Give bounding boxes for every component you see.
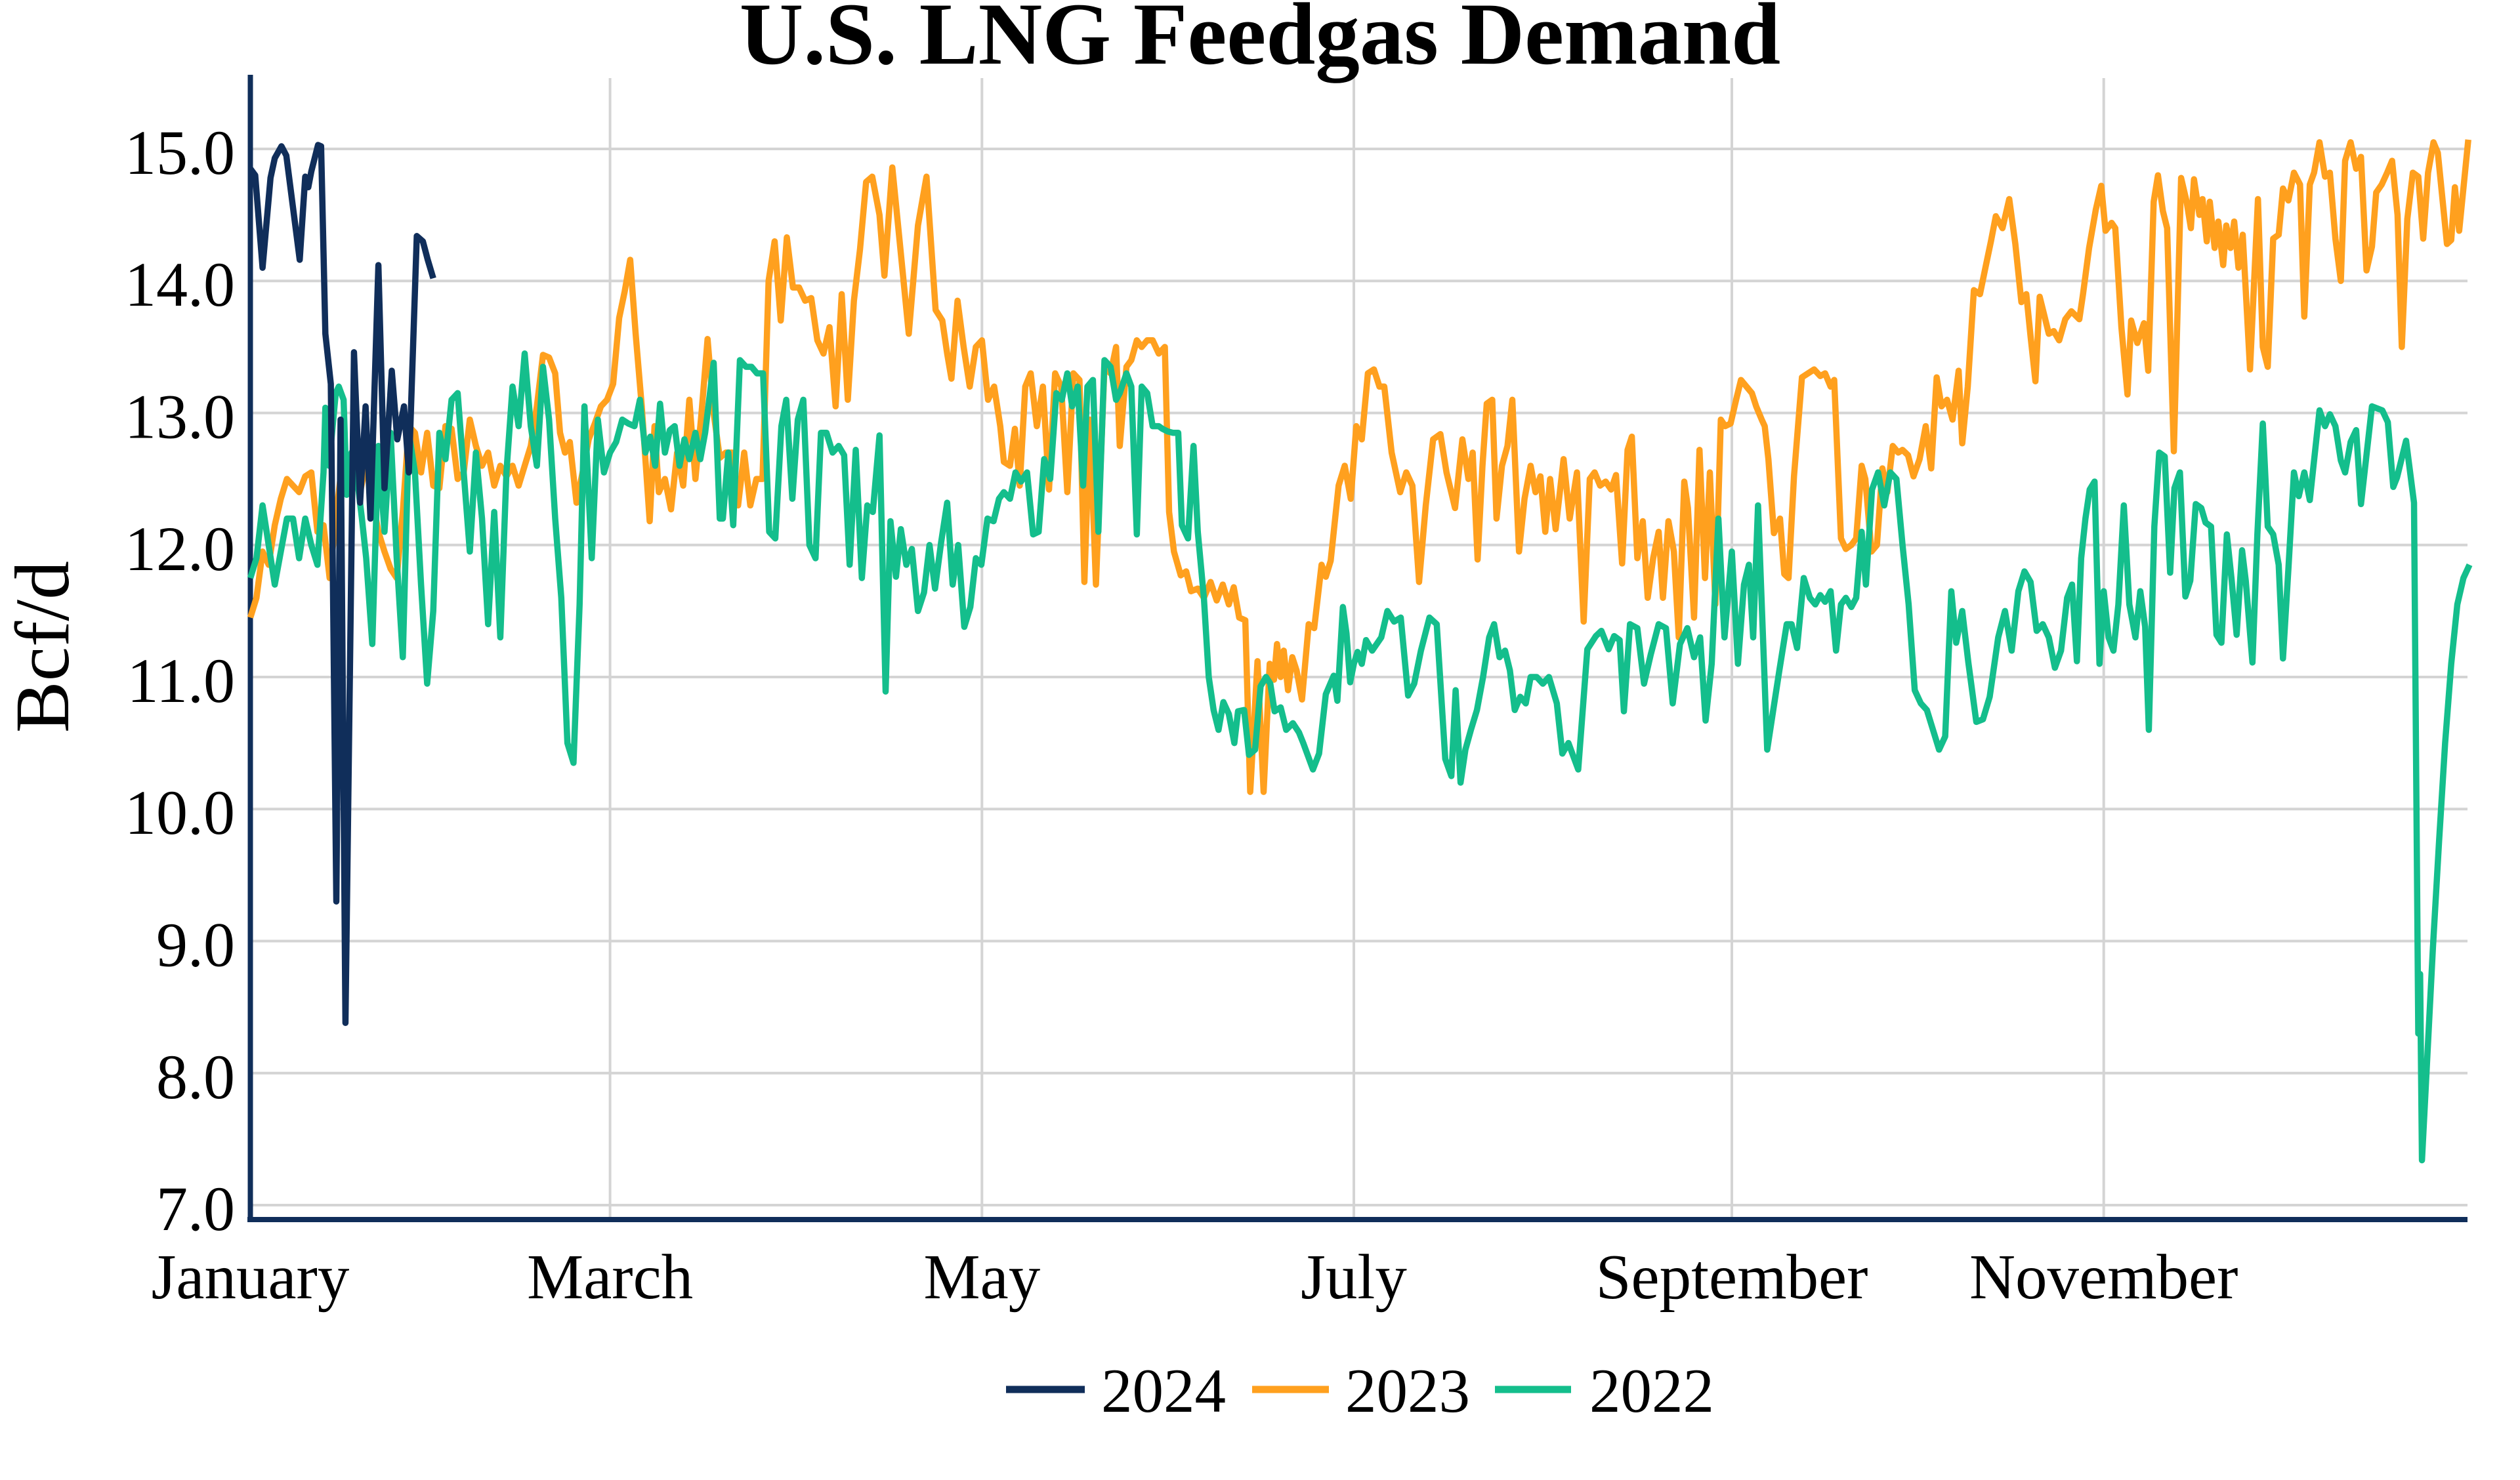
svg-text:January: January xyxy=(152,1242,350,1312)
svg-text:March: March xyxy=(527,1242,693,1312)
svg-text:July: July xyxy=(1301,1242,1407,1312)
svg-text:May: May xyxy=(923,1242,1040,1312)
svg-text:2024: 2024 xyxy=(1101,1356,1226,1426)
svg-text:2023: 2023 xyxy=(1345,1356,1470,1426)
svg-text:2022: 2022 xyxy=(1589,1356,1714,1426)
svg-text:9.0: 9.0 xyxy=(156,910,235,980)
svg-text:Bcf/d: Bcf/d xyxy=(0,561,85,733)
svg-text:September: September xyxy=(1596,1242,1868,1312)
svg-text:15.0: 15.0 xyxy=(125,117,235,188)
svg-text:November: November xyxy=(1969,1242,2238,1312)
svg-text:11.0: 11.0 xyxy=(127,646,235,716)
svg-text:12.0: 12.0 xyxy=(125,514,235,584)
svg-text:U.S. LNG Feedgas Demand: U.S. LNG Feedgas Demand xyxy=(740,0,1780,83)
svg-text:14.0: 14.0 xyxy=(125,249,235,319)
svg-text:10.0: 10.0 xyxy=(125,777,235,848)
svg-text:7.0: 7.0 xyxy=(156,1174,235,1244)
svg-text:13.0: 13.0 xyxy=(125,382,235,452)
svg-text:8.0: 8.0 xyxy=(156,1042,235,1112)
